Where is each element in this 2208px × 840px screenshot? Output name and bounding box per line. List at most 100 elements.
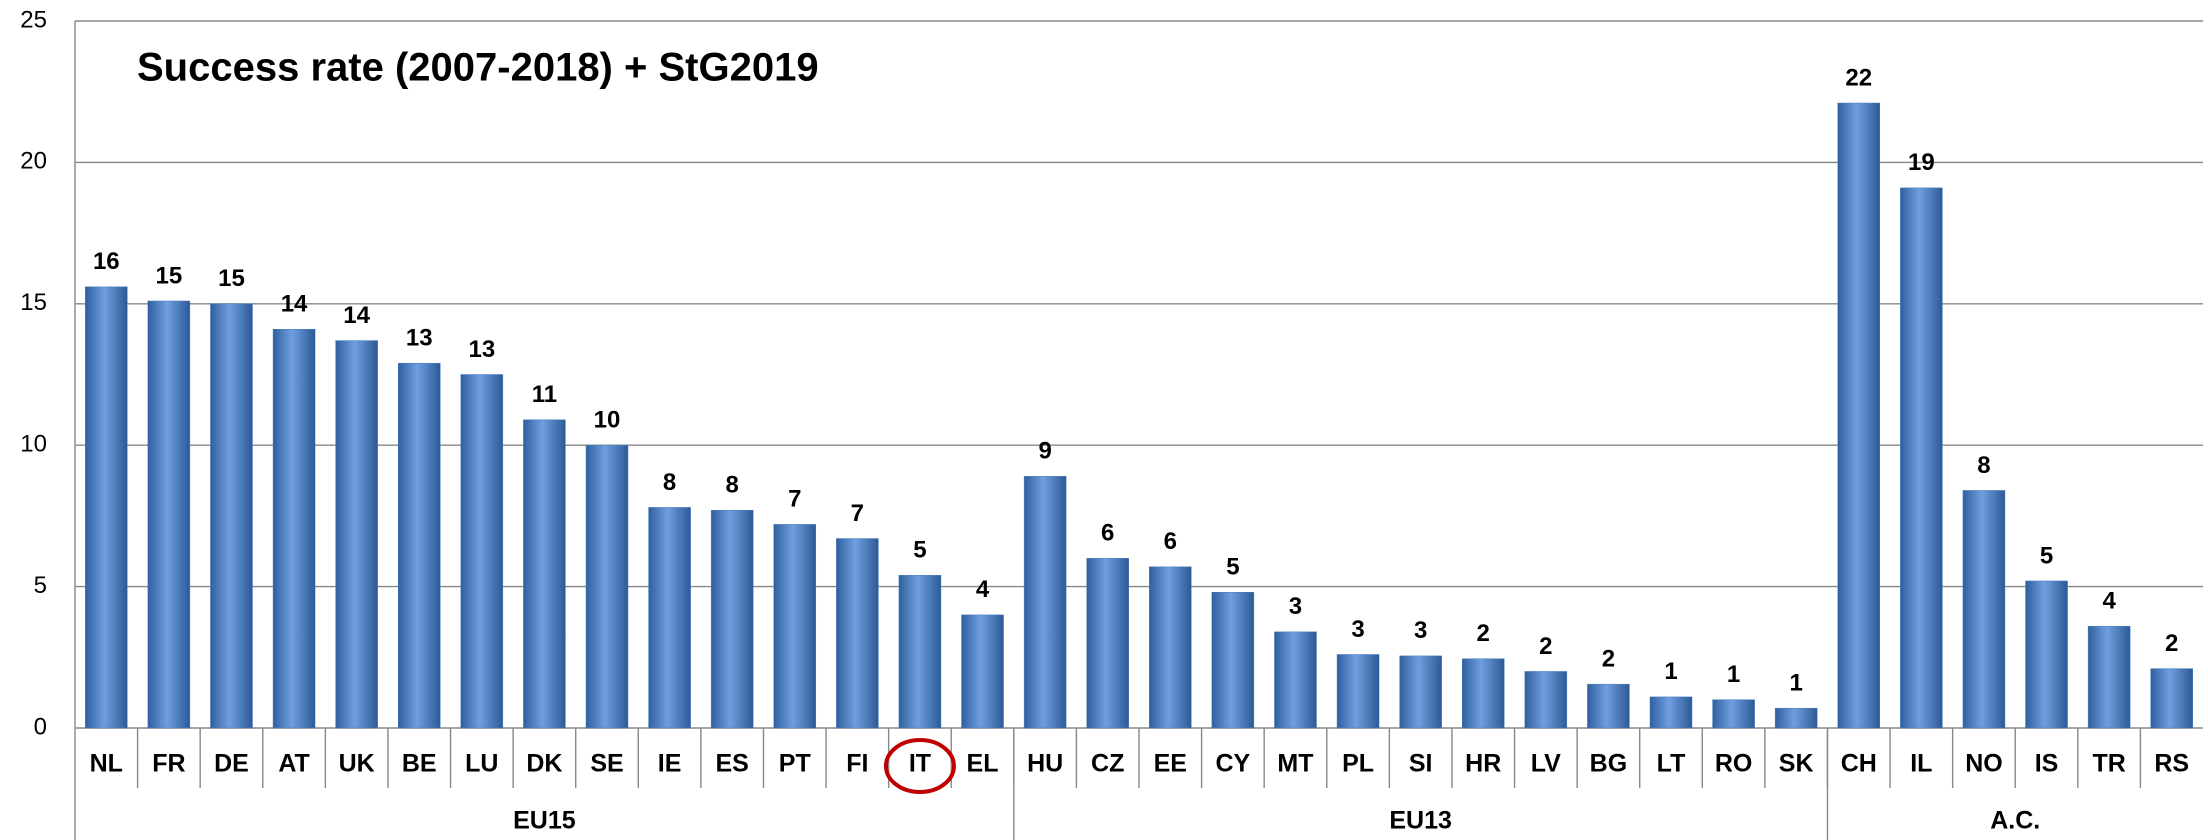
bar xyxy=(1837,102,1881,729)
value-label: 15 xyxy=(156,262,183,289)
value-label: 19 xyxy=(1908,149,1935,176)
bar xyxy=(1524,671,1568,729)
value-label: 5 xyxy=(2040,542,2053,569)
value-label: 10 xyxy=(594,407,621,434)
x-tick-label: PT xyxy=(779,750,811,778)
y-tick-label: 20 xyxy=(20,148,47,175)
x-tick-label: IS xyxy=(2035,750,2059,778)
chart-title: Success rate (2007-2018) + StG2019 xyxy=(137,46,819,90)
value-label: 6 xyxy=(1164,528,1177,555)
value-label: 15 xyxy=(218,265,245,292)
bar xyxy=(85,286,128,729)
bar xyxy=(648,507,691,729)
value-label: 2 xyxy=(1477,620,1490,647)
x-tick-label: LV xyxy=(1531,750,1561,778)
bar xyxy=(1587,683,1630,729)
value-label: 4 xyxy=(976,576,990,603)
x-tick-label: IT xyxy=(909,750,931,778)
bar xyxy=(836,538,879,729)
value-label: 13 xyxy=(468,336,495,363)
x-tick-label: IL xyxy=(1910,750,1932,778)
x-tick-label: ES xyxy=(715,750,748,778)
x-tick-label: LU xyxy=(465,750,498,778)
bar xyxy=(147,300,191,729)
x-tick-label: HR xyxy=(1465,750,1501,778)
x-tick-label: FR xyxy=(152,750,185,778)
x-tick-label: RO xyxy=(1715,750,1753,778)
x-tick-label: EL xyxy=(967,750,999,778)
group-label: EU15 xyxy=(513,807,576,835)
value-label: 8 xyxy=(725,472,738,499)
y-tick-label: 10 xyxy=(20,431,47,458)
value-label: 1 xyxy=(1727,661,1740,688)
bar xyxy=(1086,558,1129,729)
bar xyxy=(1274,631,1317,729)
x-tick-label: TR xyxy=(2092,750,2125,778)
bar xyxy=(1712,699,1755,729)
value-label: 1 xyxy=(1789,670,1802,697)
bar xyxy=(523,419,566,729)
x-tick-label: MT xyxy=(1277,750,1313,778)
bar xyxy=(1023,476,1067,729)
value-label: 3 xyxy=(1351,616,1364,643)
value-label: 3 xyxy=(1414,617,1427,644)
bar xyxy=(335,340,378,729)
bar xyxy=(1461,658,1505,729)
value-label: 2 xyxy=(2165,630,2178,657)
x-tick-label: CH xyxy=(1841,750,1877,778)
bar xyxy=(1211,592,1255,729)
value-label: 11 xyxy=(532,381,557,408)
x-tick-label: DE xyxy=(214,750,249,778)
value-label: 2 xyxy=(1602,646,1615,673)
x-tick-label: BE xyxy=(402,750,437,778)
value-label: 1 xyxy=(1664,658,1677,685)
value-label: 7 xyxy=(851,500,864,527)
bar xyxy=(961,614,1004,729)
value-label: 13 xyxy=(406,325,433,352)
value-label: 5 xyxy=(1226,554,1239,581)
value-label: 14 xyxy=(343,302,370,329)
bar xyxy=(272,329,316,729)
value-label: 3 xyxy=(1289,593,1302,620)
y-tick-label: 5 xyxy=(34,572,47,599)
value-label: 6 xyxy=(1101,520,1114,547)
bar xyxy=(397,362,441,729)
value-label: 5 xyxy=(913,537,926,564)
x-tick-label: NO xyxy=(1965,750,2003,778)
bar xyxy=(210,303,253,729)
x-tick-label: HU xyxy=(1027,750,1063,778)
x-tick-label: AT xyxy=(278,750,309,778)
x-tick-label: EE xyxy=(1154,750,1187,778)
x-tick-label: CY xyxy=(1216,750,1251,778)
highlight-circle xyxy=(883,738,956,794)
bar xyxy=(1399,655,1442,729)
bar xyxy=(1649,696,1693,729)
value-label: 2 xyxy=(1539,633,1552,660)
bar xyxy=(585,444,629,729)
x-tick-label: BG xyxy=(1590,750,1628,778)
x-tick-label: SI xyxy=(1409,750,1433,778)
bar xyxy=(1149,566,1192,729)
x-tick-label: CZ xyxy=(1091,750,1124,778)
x-tick-label: PL xyxy=(1342,750,1374,778)
value-label: 8 xyxy=(663,469,676,496)
bar xyxy=(1900,187,1943,729)
value-label: 22 xyxy=(1845,64,1872,91)
group-label: EU13 xyxy=(1389,807,1452,835)
x-tick-label: FI xyxy=(846,750,868,778)
bar xyxy=(710,509,754,729)
bar xyxy=(1962,490,2006,729)
x-tick-label: RS xyxy=(2154,750,2189,778)
x-tick-label: SE xyxy=(590,750,623,778)
value-label: 8 xyxy=(1977,452,1990,479)
bar xyxy=(2150,668,2193,729)
bar xyxy=(2087,625,2131,729)
group-label: A.C. xyxy=(1990,807,2040,835)
x-tick-label: SK xyxy=(1779,750,1814,778)
y-tick-label: 25 xyxy=(20,6,47,33)
value-label: 14 xyxy=(281,291,308,318)
bar xyxy=(1774,707,1818,729)
y-tick-label: 0 xyxy=(34,713,47,740)
bar xyxy=(773,524,817,729)
bar xyxy=(2025,580,2068,729)
